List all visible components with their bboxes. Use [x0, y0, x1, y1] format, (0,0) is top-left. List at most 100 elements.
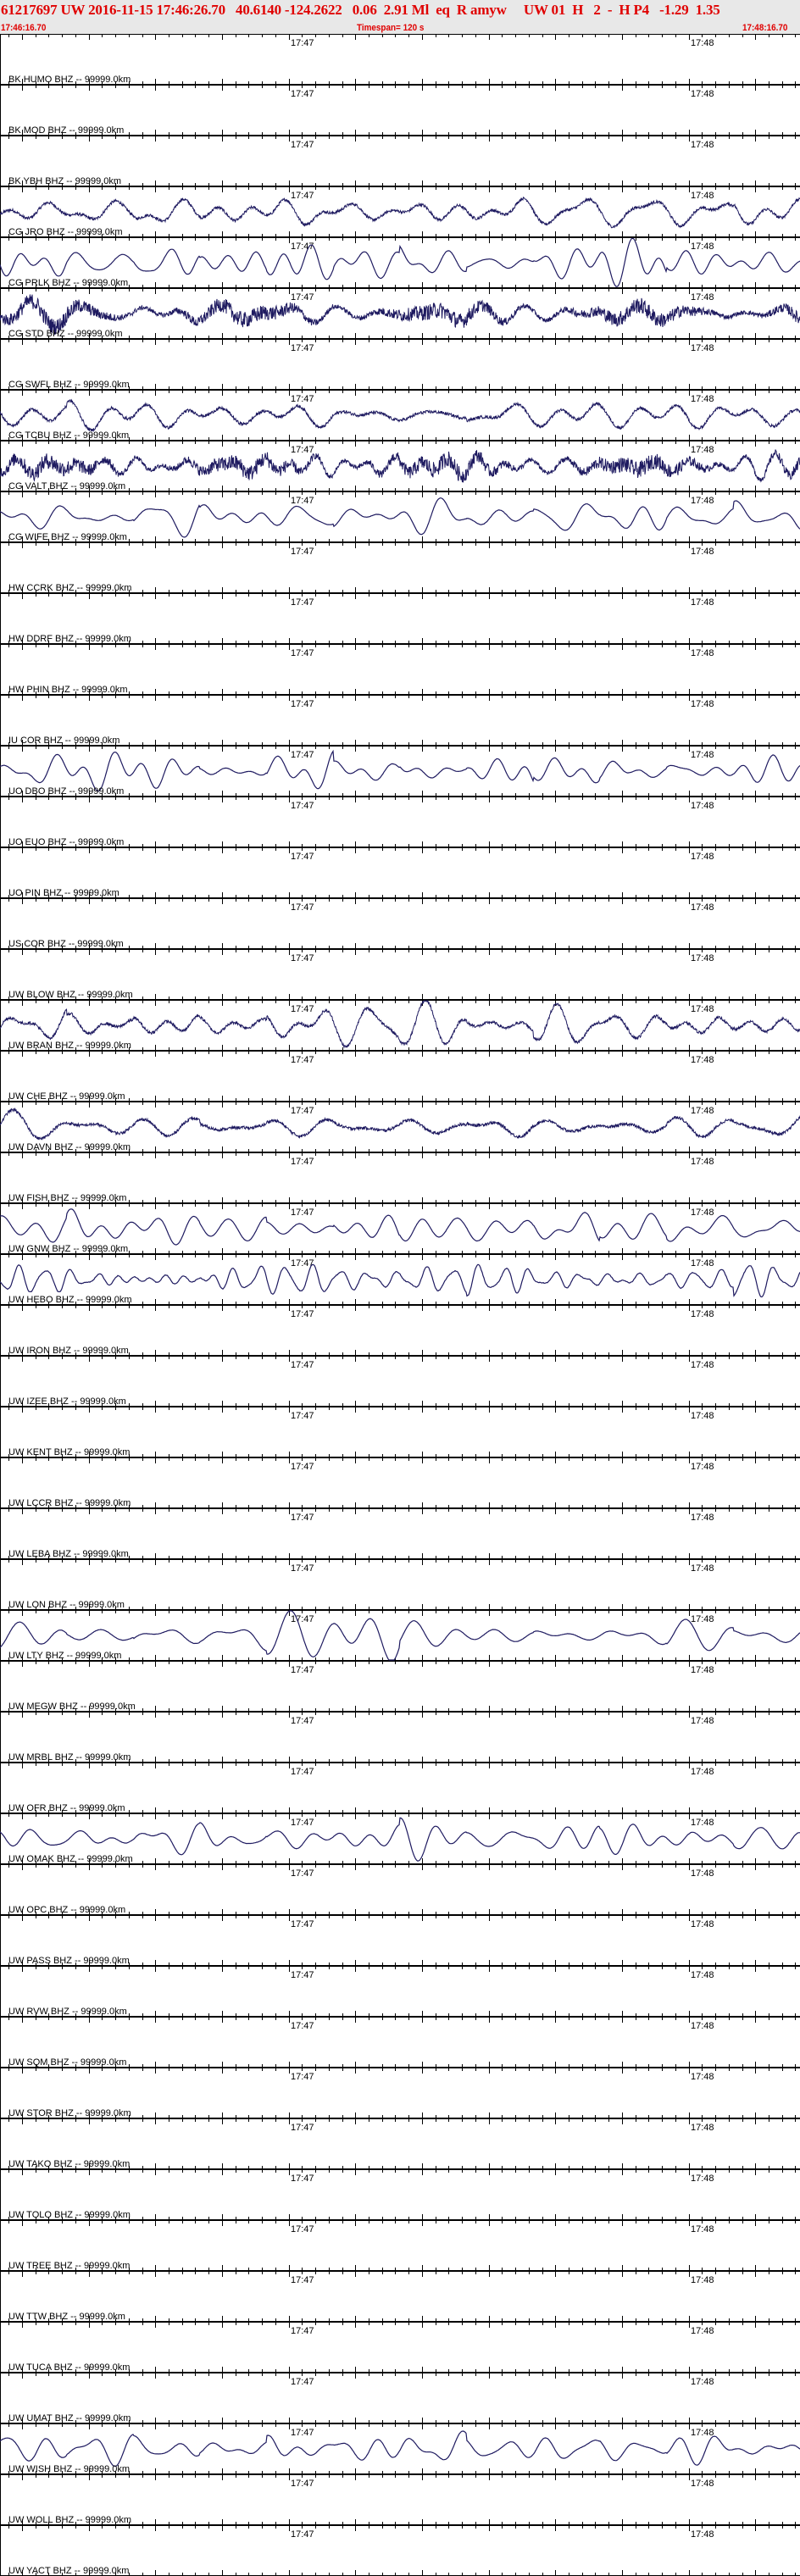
station-label: BK HUMO BHZ -- 99999.0km	[8, 75, 131, 85]
time-tick-label: 17:47	[291, 140, 314, 150]
time-tick-label: 17:47	[291, 1055, 314, 1065]
station-label: UW PASS BHZ -- 99999.0km	[8, 1956, 130, 1966]
time-tick-label: 17:48	[691, 1106, 714, 1116]
time-tick-label: 17:47	[291, 902, 314, 913]
station-label: UW TREE BHZ -- 99999.0km	[8, 2261, 130, 2271]
station-label: UO DBO BHZ -- 99999.0km	[8, 786, 124, 797]
waveform-trace	[0, 497, 800, 538]
time-tick-label: 17:47	[291, 191, 314, 201]
time-tick-label: 17:47	[291, 445, 314, 455]
station-label: UW LEBA BHZ -- 99999.0km	[8, 1549, 129, 1559]
station-label: CG STD BHZ -- 99999.0km	[8, 329, 122, 339]
time-tick-label: 17:48	[691, 292, 714, 303]
station-label: UW BRAN BHZ -- 99999.0km	[8, 1041, 131, 1051]
station-label: UW LON BHZ -- 99999.0km	[8, 1600, 125, 1610]
station-label: CG JRO BHZ -- 99999.0km	[8, 227, 122, 237]
time-tick-label: 17:48	[691, 2123, 714, 2133]
time-tick-label: 17:48	[691, 496, 714, 506]
time-tick-label: 17:47	[291, 394, 314, 404]
time-tick-label: 17:47	[291, 292, 314, 303]
time-tick-label: 17:47	[291, 699, 314, 709]
time-tick-label: 17:48	[691, 1360, 714, 1370]
waveform-trace	[0, 1263, 800, 1298]
time-tick-label: 17:47	[291, 2072, 314, 2082]
event-title: 61217697 UW 2016-11-15 17:46:26.70 40.61…	[1, 2, 720, 18]
time-tick-label: 17:47	[291, 2479, 314, 2489]
station-label: UW WOLL BHZ -- 99999.0km	[8, 2515, 131, 2525]
time-tick-label: 17:47	[291, 1106, 314, 1116]
time-tick-label: 17:47	[291, 2428, 314, 2438]
time-tick-label: 17:48	[691, 597, 714, 608]
station-label: UW STOR BHZ -- 99999.0km	[8, 2108, 131, 2118]
start-time: 17:46:16.70	[1, 23, 47, 33]
station-label: UW LTY BHZ -- 99999.0km	[8, 1651, 121, 1661]
time-tick-label: 17:47	[291, 1614, 314, 1624]
time-tick-label: 17:48	[691, 953, 714, 963]
station-label: UW TAKO BHZ -- 99999.0km	[8, 2159, 130, 2169]
station-label: BK YBH BHZ -- 99999.0km	[8, 176, 121, 186]
time-tick-label: 17:48	[691, 2174, 714, 2184]
time-tick-label: 17:48	[691, 648, 714, 658]
waveform-trace	[0, 2430, 800, 2467]
time-tick-label: 17:47	[291, 2174, 314, 2184]
waveform-trace	[0, 1208, 800, 1246]
station-label: CG SWFL BHZ -- 99999.0km	[8, 380, 130, 390]
time-tick-label: 17:47	[291, 1716, 314, 1726]
station-label: UW YACT BHZ -- 99999.0km	[8, 2566, 129, 2576]
time-tick-label: 17:48	[691, 2275, 714, 2285]
time-tick-label: 17:48	[691, 1055, 714, 1065]
station-label: UW BLOW BHZ -- 99999.0km	[8, 990, 133, 1000]
time-tick-label: 17:47	[291, 1157, 314, 1167]
time-tick-label: 17:48	[691, 750, 714, 760]
station-label: CG TCBU BHZ -- 99999.0km	[8, 430, 129, 441]
time-tick-label: 17:47	[291, 1868, 314, 1879]
station-label: UW IRON BHZ -- 99999.0km	[8, 1346, 129, 1356]
waveform-trace	[0, 398, 800, 432]
time-tick-label: 17:47	[291, 2021, 314, 2031]
station-label: UW IZEE BHZ -- 99999.0km	[8, 1396, 126, 1407]
station-label: UW FISH BHZ -- 99999.0km	[8, 1193, 126, 1203]
time-tick-label: 17:48	[691, 38, 714, 48]
time-tick-label: 17:47	[291, 1563, 314, 1574]
station-label: HW DDRF BHZ -- 99999.0km	[8, 634, 131, 644]
waveform-trace	[0, 749, 800, 792]
time-tick-label: 17:48	[691, 1411, 714, 1421]
station-label: BK MOD BHZ -- 99999.0km	[8, 125, 124, 136]
time-tick-label: 17:47	[291, 2224, 314, 2235]
time-tick-label: 17:48	[691, 89, 714, 99]
station-label: UW OPC BHZ -- 99999.0km	[8, 1905, 125, 1915]
time-tick-label: 17:48	[691, 140, 714, 150]
station-label: HW CCRK BHZ -- 99999.0km	[8, 583, 131, 593]
time-tick-label: 17:47	[291, 2123, 314, 2133]
time-tick-label: 17:47	[291, 648, 314, 658]
time-tick-label: 17:48	[691, 2428, 714, 2438]
time-tick-label: 17:47	[291, 2529, 314, 2540]
time-tick-label: 17:47	[291, 2326, 314, 2336]
station-label: UW LCCR BHZ -- 99999.0km	[8, 1498, 131, 1508]
time-tick-label: 17:47	[291, 38, 314, 48]
time-tick-label: 17:48	[691, 1157, 714, 1167]
station-label: IU COR BHZ -- 99999.0km	[8, 736, 119, 746]
time-tick-label: 17:48	[691, 801, 714, 811]
station-label: UW MRBL BHZ -- 99999.0km	[8, 1752, 131, 1763]
time-tick-label: 17:48	[691, 1258, 714, 1269]
time-tick-label: 17:47	[291, 2377, 314, 2387]
time-tick-label: 17:48	[691, 902, 714, 913]
waveform-trace	[0, 197, 800, 229]
station-label: UW WISH BHZ -- 99999.0km	[8, 2464, 130, 2474]
station-label: US COR BHZ -- 99999.0km	[8, 939, 124, 949]
waveform-trace	[0, 1108, 800, 1141]
station-label: UW RVW BHZ -- 99999.0km	[8, 2007, 127, 2017]
station-label: UW DAVN BHZ -- 99999.0km	[8, 1142, 131, 1152]
time-tick-label: 17:48	[691, 191, 714, 201]
waveform-trace	[0, 1000, 800, 1049]
time-tick-label: 17:48	[691, 1004, 714, 1014]
station-label: UW TTW BHZ -- 99999.0km	[8, 2312, 125, 2322]
station-label: UW SQM BHZ -- 99999.0km	[8, 2057, 126, 2068]
waveform-trace	[0, 1610, 800, 1661]
end-time: 17:48:16.70	[742, 23, 788, 33]
time-tick-label: 17:47	[291, 852, 314, 862]
time-tick-label: 17:47	[291, 2275, 314, 2285]
time-tick-label: 17:48	[691, 394, 714, 404]
station-label: UW MEGW BHZ -- 99999.0km	[8, 1702, 136, 1712]
